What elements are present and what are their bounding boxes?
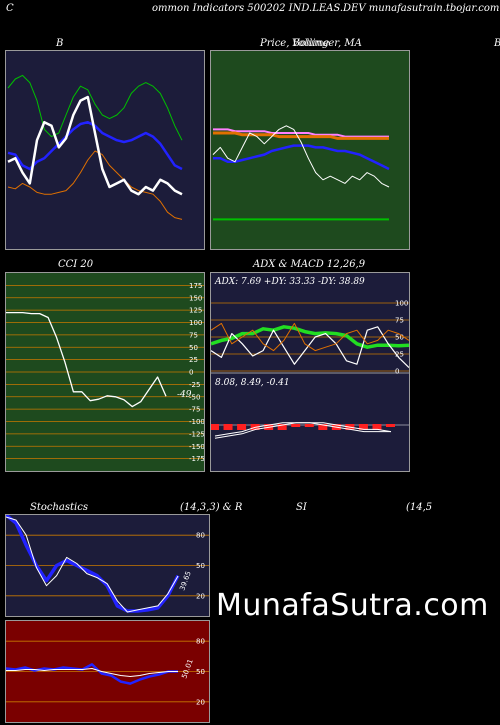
rsi-tick-label-0: 80	[196, 638, 205, 646]
cci-tick-label-2: 125	[189, 307, 202, 315]
watermark: MunafaSutra.com	[216, 588, 489, 623]
price-series-2	[213, 131, 389, 140]
rsi-chart: 80 50 20 50.01	[6, 638, 209, 706]
macd-histogram-bar-13	[386, 424, 395, 427]
stoch-panel: 80 50 20 39.65	[5, 514, 210, 617]
rsi-value-label: 50.01	[180, 658, 194, 680]
rsi-tick-label-1: 50	[196, 668, 205, 676]
adx-tick-label-4: 0	[395, 368, 399, 376]
stoch-series-1	[6, 516, 179, 613]
adx-tick-label-3: 25	[395, 351, 404, 359]
adx-tick-label-2: 50	[395, 334, 404, 342]
cci-tick-label-7: 0	[189, 369, 193, 377]
cci-tick-label-1: 150	[189, 294, 202, 302]
stoch-value-label: 39.65	[178, 570, 192, 592]
price-panel	[210, 50, 410, 250]
bollinger-series-0	[7, 74, 183, 141]
cci-label: CCI 20	[58, 259, 94, 270]
bollinger-series-3	[7, 95, 183, 196]
rsi-panel: 80 50 20 50.01	[5, 620, 210, 723]
cci-chart: 175 150 125 100 75 50 25 0 -25 -50 -75 -100 -125 -150…	[6, 282, 204, 463]
rsi-series-1	[6, 668, 178, 677]
stoch-tick-label-2: 20	[196, 592, 205, 600]
bollinger-label: B	[56, 38, 64, 49]
rsi-label: SI	[296, 502, 307, 513]
adx-macd-chart: 100 75 50 25 0 ADX: 7.69 +DY: 33.33 -DY: 38.…	[211, 277, 409, 439]
bollinger-chart	[7, 74, 183, 220]
price-right-letter: B	[494, 38, 500, 49]
cci-tick-label-4: 75	[189, 331, 198, 339]
macd-histogram-bar-1	[223, 424, 233, 430]
cci-tick-label-6: 25	[189, 356, 198, 364]
cci-tick-label-12: -125	[189, 430, 204, 438]
rsi-series-0	[6, 663, 178, 685]
adx-readout: ADX: 7.69 +DY: 33.33 -DY: 38.89	[214, 277, 365, 287]
price-series-4	[212, 125, 390, 188]
price-label: Price, Bollinger, MA	[260, 38, 362, 49]
cci-tick-label-10: -75	[189, 406, 200, 414]
macd-histogram-bar-0	[211, 424, 219, 430]
page-title: ommon Indicators 500202 IND.LEAS.DEV mun…	[152, 3, 500, 14]
bollinger-panel	[5, 50, 205, 250]
stoch-series-0	[6, 515, 180, 613]
adx-tick-label-1: 75	[395, 317, 404, 325]
stoch-label: Stochastics	[30, 502, 88, 513]
price-series-1	[213, 128, 389, 138]
cci-tick-label-5: 50	[189, 344, 198, 352]
macd-histogram-bar-11	[358, 424, 368, 430]
cci-tick-label-8: -25	[189, 381, 200, 389]
macd-histogram-bar-7	[304, 424, 314, 427]
cci-tick-label-9: -50	[189, 393, 200, 401]
bollinger-series-2	[7, 150, 183, 220]
cci-tick-label-11: -100	[189, 418, 204, 426]
price-series-3	[213, 144, 390, 171]
macd-histogram-bar-6	[291, 424, 301, 427]
rsi-params: (14,5	[406, 502, 433, 513]
stoch-tick-label-1: 50	[196, 562, 205, 570]
cci-tick-label-0: 175	[189, 282, 202, 290]
cci-value-label: -49	[177, 390, 192, 400]
cci-panel: 175 150 125 100 75 50 25 0 -25 -50 -75 -100 -125 -150…	[5, 272, 205, 472]
stoch-chart: 80 50 20 39.65	[6, 515, 209, 613]
adx-series-0	[211, 325, 409, 349]
macd-histogram-bar-2	[237, 424, 247, 430]
adx-series-1	[211, 326, 409, 369]
macd-histogram-bar-8	[318, 424, 328, 430]
header-left-letter: C	[6, 3, 14, 14]
adx-macd-panel: 100 75 50 25 0 ADX: 7.69 +DY: 33.33 -DY: 38.…	[210, 272, 410, 472]
cci-tick-label-14: -175	[189, 455, 204, 463]
rsi-tick-label-2: 20	[196, 698, 205, 706]
cci-tick-label-3: 100	[189, 319, 202, 327]
bollinger-series-1	[7, 120, 183, 171]
adx-tick-label-0: 100	[395, 300, 408, 308]
stoch-tick-label-0: 80	[196, 532, 205, 540]
macd-histogram-bar-12	[372, 424, 382, 430]
adx-series-2	[211, 322, 409, 352]
cci-tick-label-13: -150	[189, 443, 204, 451]
cci-series-0	[6, 311, 167, 408]
macd-histogram-bar-5	[277, 424, 287, 430]
adx-label: ADX & MACD 12,26,9	[253, 259, 366, 270]
macd-readout: 8.08, 8.49, -0.41	[215, 378, 290, 388]
volume-label: Volume	[292, 38, 330, 49]
stoch-params: (14,3,3) & R	[180, 502, 243, 513]
macd-series-1	[214, 422, 392, 439]
price-chart	[212, 125, 390, 221]
